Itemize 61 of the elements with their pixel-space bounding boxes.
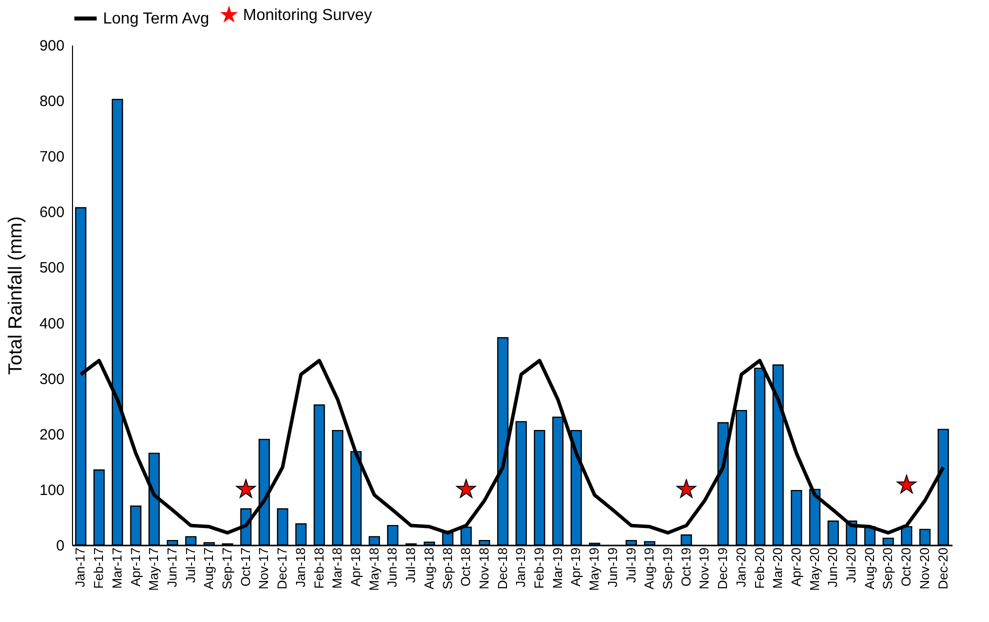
x-tick-label: Feb-18 <box>311 548 326 589</box>
y-tick-label: 0 <box>56 538 64 554</box>
x-tick-label: May-17 <box>146 548 162 591</box>
x-tick-label: May-19 <box>586 548 602 591</box>
x-tick-label: Dec-19 <box>715 548 730 590</box>
x-tick-label: Jan-18 <box>292 548 308 588</box>
x-tick-label: Oct-19 <box>678 548 694 587</box>
x-tick-label: Aug-17 <box>201 548 216 590</box>
legend-label: Monitoring Survey <box>243 7 372 24</box>
x-tick-label: Oct-17 <box>238 548 253 587</box>
y-tick-label: 600 <box>39 204 64 222</box>
x-tick-label: Nov-19 <box>696 548 712 590</box>
x-tick-label: Jan-19 <box>513 548 528 588</box>
y-tick-label: 900 <box>39 38 64 54</box>
x-tick-label: Jun-18 <box>384 548 400 588</box>
x-tick-label: Sep-17 <box>220 548 235 590</box>
y-tick-label: 200 <box>39 426 64 444</box>
x-tick-label: Nov-18 <box>476 548 492 590</box>
x-tick-label: Jul-19 <box>623 548 638 583</box>
x-tick-label: Jun-20 <box>825 548 840 588</box>
y-tick-label: 100 <box>39 482 64 499</box>
x-tick-label: Jun-17 <box>164 548 180 588</box>
legend-label: Long Term Avg <box>103 10 210 28</box>
x-tick-label: Jan-17 <box>72 548 88 588</box>
x-tick-label: May-20 <box>806 548 822 591</box>
x-tick-label: Oct-20 <box>898 548 914 587</box>
y-tick-label: 800 <box>39 93 64 110</box>
x-tick-label: Nov-17 <box>256 548 272 590</box>
x-tick-label: Aug-19 <box>642 548 657 590</box>
x-tick-label: Jan-20 <box>733 548 748 588</box>
x-tick-label: Sep-19 <box>660 548 675 590</box>
x-tick-label: Mar-19 <box>550 548 565 589</box>
x-tick-label: Dec-18 <box>494 548 510 590</box>
x-tick-label: Jul-18 <box>403 548 418 583</box>
x-tick-label: Nov-20 <box>916 548 932 590</box>
x-tick-label: Sep-20 <box>880 548 896 590</box>
x-tick-label: Sep-18 <box>440 548 455 590</box>
x-tick-label: Apr-18 <box>348 548 364 587</box>
x-tick-label: Dec-20 <box>935 548 950 590</box>
x-tick-label: Aug-18 <box>421 548 436 590</box>
y-tick-label: 300 <box>39 370 64 388</box>
x-tick-label: Mar-20 <box>770 548 786 589</box>
x-tick-label: Apr-20 <box>788 548 804 587</box>
x-tick-label: Apr-19 <box>568 548 584 587</box>
x-tick-label: Feb-17 <box>91 548 106 589</box>
x-tick-label: Jul-17 <box>182 548 198 583</box>
x-tick-label: Oct-18 <box>458 548 474 587</box>
y-tick-label: 500 <box>39 260 64 277</box>
y-axis-title: Total Rainfall (mm) <box>5 216 26 375</box>
x-tick-label: Apr-17 <box>128 548 143 587</box>
x-tick-label: Jul-20 <box>844 548 859 583</box>
x-tick-label: Mar-17 <box>109 548 124 589</box>
x-tick-label: Mar-18 <box>330 548 345 589</box>
x-tick-label: Feb-20 <box>752 548 767 589</box>
y-tick-label: 700 <box>39 148 64 166</box>
y-tick-label: 400 <box>39 315 64 332</box>
x-tick-label: Aug-20 <box>862 548 877 590</box>
x-tick-label: Jun-19 <box>604 548 620 588</box>
x-tick-label: Feb-19 <box>532 548 547 589</box>
x-tick-label: Dec-17 <box>274 548 290 590</box>
x-tick-label: May-18 <box>366 548 382 591</box>
